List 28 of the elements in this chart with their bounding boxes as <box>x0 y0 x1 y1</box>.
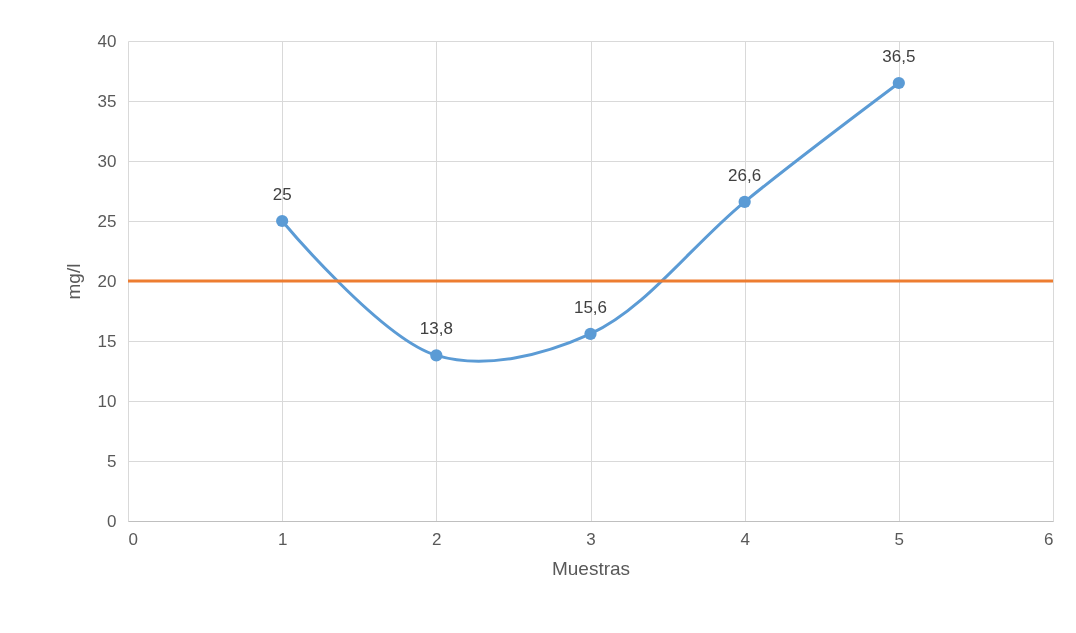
data-label: 15,6 <box>573 297 608 317</box>
x-tick-label: 3 <box>586 529 596 549</box>
y-tick-label: 0 <box>107 511 117 531</box>
y-tick-label: 10 <box>97 391 117 411</box>
point <box>276 214 289 228</box>
point <box>430 349 443 362</box>
y-tick-label: 15 <box>97 331 117 351</box>
data-label: 36,5 <box>882 47 916 66</box>
y-axis-title: mg/l <box>62 263 84 300</box>
y-tick-label: 25 <box>97 211 117 231</box>
y-tick-label: 40 <box>97 31 117 51</box>
x-tick-label: 1 <box>277 529 288 549</box>
x-tick-label: 0 <box>128 529 138 549</box>
y-tick-label: 30 <box>97 151 117 171</box>
data-label: 13,8 <box>419 319 453 339</box>
data-label: 26,6 <box>728 165 762 185</box>
y-tick-label: 20 <box>97 271 117 291</box>
point <box>584 327 597 340</box>
x-axis-title: Muestras <box>551 557 631 579</box>
point <box>892 76 905 90</box>
y-tick-label: 5 <box>107 451 117 471</box>
x-tick-label: 2 <box>432 529 442 549</box>
y-tick-label: 35 <box>97 91 117 111</box>
point <box>738 195 751 208</box>
x-tick-label: 5 <box>894 529 905 549</box>
data-label: 25 <box>272 185 292 204</box>
x-tick-label: 4 <box>740 529 750 549</box>
x-tick-label: 6 <box>1044 529 1054 549</box>
